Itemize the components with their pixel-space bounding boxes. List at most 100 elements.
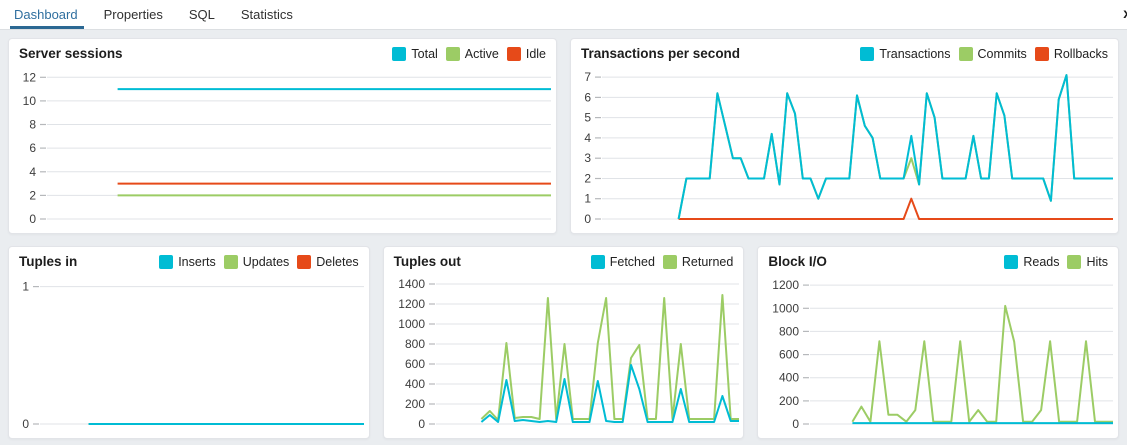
legend-item-reads: Reads xyxy=(1004,254,1060,269)
legend-swatch xyxy=(223,254,238,269)
tab-properties[interactable]: Properties xyxy=(103,7,163,22)
legend-swatch xyxy=(860,46,875,61)
y-tick-label: 400 xyxy=(405,377,425,391)
legend-item-active: Active xyxy=(445,46,499,61)
tab-dashboard[interactable]: Dashboard xyxy=(10,0,84,29)
y-tick-label: 1 xyxy=(22,280,29,294)
y-tick-label: 8 xyxy=(29,118,36,132)
panel-transactions-per-second: Transactions per second Transactions Comm… xyxy=(570,38,1119,234)
legend-item-returned: Returned xyxy=(662,254,734,269)
chart-legend: Inserts Updates Deletes xyxy=(159,254,359,269)
charts-row-1: Server sessions Total Active Idle 0 2 4 6 8 10 1… xyxy=(8,38,1119,234)
y-tick-label: 1200 xyxy=(398,297,425,311)
close-icon[interactable]: x xyxy=(1123,4,1127,22)
server-sessions-chart: 0 2 4 6 8 10 12 xyxy=(9,63,556,233)
block-io-svg: 0 200 400 600 800 1000 1200 xyxy=(773,278,1114,431)
legend-swatch xyxy=(590,254,605,269)
legend-label: Idle xyxy=(525,46,546,61)
legend-swatch xyxy=(662,254,677,269)
chart-legend: Reads Hits xyxy=(1004,254,1108,269)
legend-label: Active xyxy=(464,46,499,61)
panel-title: Tuples in xyxy=(19,254,78,269)
panel-tuples-out: Tuples out Fetched Returned 0 200 400 600 800… xyxy=(382,246,745,439)
legend-swatch xyxy=(392,46,407,61)
legend-item-inserts: Inserts xyxy=(159,254,216,269)
tab-statistics[interactable]: Statistics xyxy=(240,7,293,22)
y-tick-label: 12 xyxy=(23,70,37,84)
y-tick-label: 800 xyxy=(779,324,799,338)
legend-item-commits: Commits xyxy=(958,46,1027,61)
tab-bar: Dashboard Properties SQL Statistics x xyxy=(0,0,1127,30)
y-tick-label: 2 xyxy=(584,172,591,186)
legend-item-rollbacks: Rollbacks xyxy=(1034,46,1108,61)
y-tick-label: 4 xyxy=(584,131,591,145)
panel-header: Tuples in Inserts Updates Deletes xyxy=(9,247,369,271)
legend-swatch xyxy=(1004,254,1019,269)
legend-item-idle: Idle xyxy=(506,46,546,61)
panel-header: Server sessions Total Active Idle xyxy=(9,39,556,63)
y-tick-label: 1400 xyxy=(398,277,425,291)
y-tick-label: 0 xyxy=(22,417,29,431)
panel-header: Tuples out Fetched Returned xyxy=(384,247,744,271)
y-tick-label: 0 xyxy=(29,212,36,226)
legend-item-updates: Updates xyxy=(223,254,290,269)
y-tick-label: 10 xyxy=(23,94,37,108)
chart-legend: Fetched Returned xyxy=(590,254,734,269)
y-tick-label: 6 xyxy=(29,141,36,155)
y-tick-label: 400 xyxy=(779,371,799,385)
panel-server-sessions: Server sessions Total Active Idle 0 2 4 6 8 10 1… xyxy=(8,38,557,234)
y-tick-label: 7 xyxy=(584,70,591,84)
y-tick-label: 5 xyxy=(584,111,591,125)
legend-swatch xyxy=(1067,254,1082,269)
legend-label: Transactions xyxy=(879,46,951,61)
legend-item-hits: Hits xyxy=(1067,254,1108,269)
tuples-out-svg: 0 200 400 600 800 1000 1200 1400 xyxy=(398,277,739,431)
series-line-returned xyxy=(480,294,739,421)
legend-swatch xyxy=(159,254,174,269)
series-line-transactions xyxy=(677,74,1113,220)
panel-title: Tuples out xyxy=(393,254,461,269)
series-line-hits xyxy=(851,304,1114,423)
legend-label: Commits xyxy=(977,46,1027,61)
y-tick-label: 200 xyxy=(779,394,799,408)
legend-label: Rollbacks xyxy=(1053,46,1108,61)
legend-item-transactions: Transactions xyxy=(860,46,951,61)
legend-swatch xyxy=(297,254,312,269)
y-tick-label: 6 xyxy=(584,90,591,104)
y-tick-label: 4 xyxy=(29,165,36,179)
legend-label: Returned xyxy=(681,254,734,269)
legend-label: Inserts xyxy=(178,254,216,269)
y-tick-label: 1 xyxy=(584,192,591,206)
legend-item-deletes: Deletes xyxy=(297,254,359,269)
legend-swatch xyxy=(958,46,973,61)
panel-header: Block I/O Reads Hits xyxy=(758,247,1118,271)
legend-item-fetched: Fetched xyxy=(590,254,655,269)
tab-sql[interactable]: SQL xyxy=(188,7,215,22)
y-tick-label: 600 xyxy=(405,357,425,371)
legend-label: Reads xyxy=(1023,254,1060,269)
legend-item-total: Total xyxy=(392,46,438,61)
y-tick-label: 600 xyxy=(779,348,799,362)
server-sessions-svg: 0 2 4 6 8 10 12 xyxy=(23,70,551,226)
transactions-per-second-svg: 0 1 2 3 4 5 6 7 xyxy=(584,70,1113,226)
legend-label: Fetched xyxy=(609,254,655,269)
y-tick-label: 0 xyxy=(793,417,800,431)
y-tick-label: 2 xyxy=(29,188,36,202)
y-tick-label: 800 xyxy=(405,337,425,351)
chart-legend: Transactions Commits Rollbacks xyxy=(860,46,1108,61)
panel-title: Block I/O xyxy=(768,254,827,269)
y-tick-label: 3 xyxy=(584,151,591,165)
legend-label: Updates xyxy=(242,254,290,269)
y-tick-label: 1200 xyxy=(773,278,800,292)
y-tick-label: 1000 xyxy=(773,301,800,315)
chart-legend: Total Active Idle xyxy=(392,46,546,61)
legend-label: Total xyxy=(411,46,438,61)
y-tick-label: 1000 xyxy=(398,317,425,331)
dashboard-content: Server sessions Total Active Idle 0 2 4 6 8 10 1… xyxy=(0,30,1127,443)
legend-swatch xyxy=(1034,46,1049,61)
tuples-out-chart: 0 200 400 600 800 1000 1200 1400 xyxy=(384,271,744,438)
legend-swatch xyxy=(506,46,521,61)
